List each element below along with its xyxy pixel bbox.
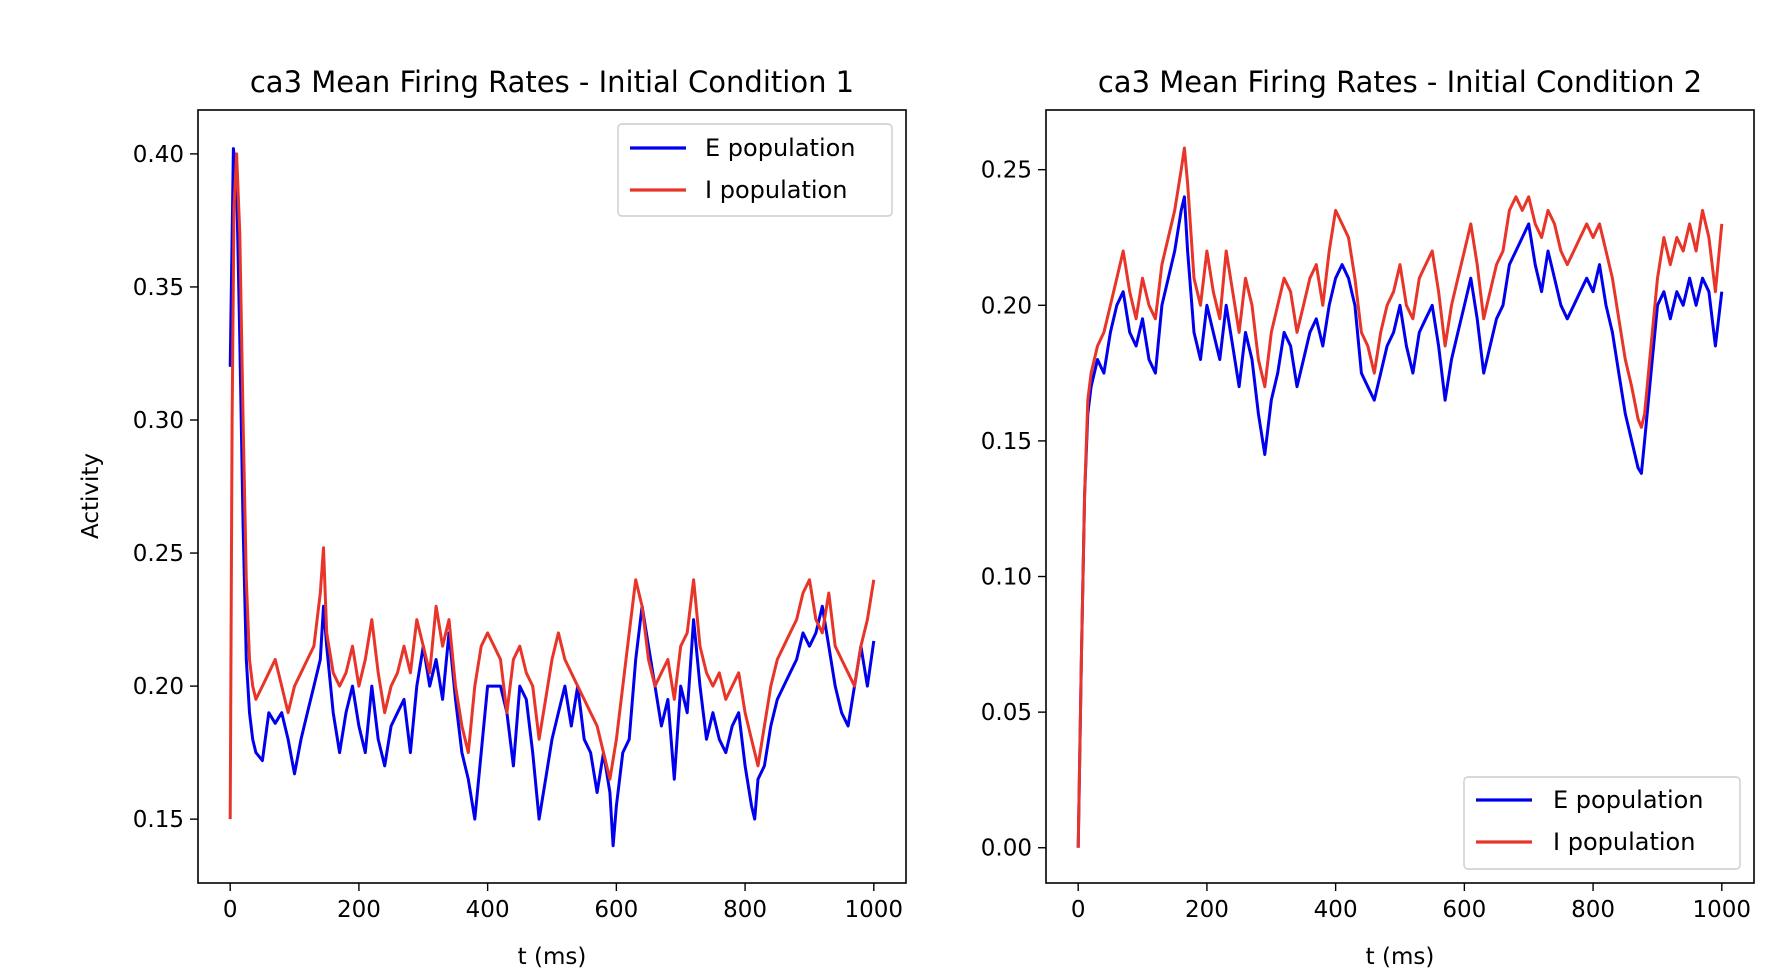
chart-2-ytick-label: 0.25 <box>981 158 1032 184</box>
chart-1-series-i-line <box>228 152 876 820</box>
chart-2-series-i-line <box>1076 146 1724 848</box>
chart-1-legend-i-label: I population <box>705 176 847 204</box>
chart-2-legend-e-label: E population <box>1553 786 1704 814</box>
chart-1-xtick-label: 0 <box>223 897 238 923</box>
chart-2-ytick-label: 0.05 <box>981 700 1032 726</box>
chart-2-xtick-label: 200 <box>1185 897 1229 923</box>
chart-1-plot-area <box>197 109 907 884</box>
chart-2-legend-i-label: I population <box>1553 828 1695 856</box>
chart-1-ytick-label: 0.30 <box>133 408 184 434</box>
chart-2-series-e-line <box>1076 195 1724 848</box>
chart-2-ytick-label: 0.00 <box>981 836 1032 862</box>
chart-1-legend-box <box>617 123 893 217</box>
chart-1-xtick-label: 800 <box>723 897 767 923</box>
chart-2-xtick-label: 800 <box>1571 897 1615 923</box>
chart-1-legend: E population I population <box>617 123 893 217</box>
chart-1-series-e-line <box>228 147 876 848</box>
chart-1-ytick-label: 0.15 <box>133 807 184 833</box>
chart-2-plot-area <box>1045 109 1755 884</box>
chart-2-legend-box <box>1463 776 1741 870</box>
chart-1-xtick-label: 400 <box>466 897 510 923</box>
chart-2-ytick-label: 0.20 <box>981 293 1032 319</box>
chart-2-ytick-label: 0.10 <box>981 565 1032 591</box>
chart-1-xtick-label: 600 <box>594 897 638 923</box>
chart-2-series-group <box>1076 146 1724 848</box>
chart-2-xtick-label: 0 <box>1071 897 1086 923</box>
chart-1-title: ca3 Mean Firing Rates - Initial Conditio… <box>250 65 854 99</box>
chart-2-xtick-label: 400 <box>1314 897 1358 923</box>
chart-2-ticks: 0 200 400 600 800 1000 0.00 0.05 0.10 0.15 0.20 0.2… <box>981 158 1751 923</box>
chart-2-ytick-label: 0.15 <box>981 429 1032 455</box>
chart-1-xtick-label: 1000 <box>845 897 904 923</box>
chart-1-ticks: 0 200 400 600 800 1000 0.15 0.20 0.25 0.30 0.35 0.4… <box>133 142 903 923</box>
chart-1-ytick-label: 0.35 <box>133 275 184 301</box>
chart-1-legend-e-label: E population <box>705 134 856 162</box>
chart-2-xtick-label: 1000 <box>1693 897 1752 923</box>
chart-2-legend: E population I population <box>1463 776 1741 870</box>
chart-1-series-group <box>228 147 876 848</box>
chart-1-ytick-label: 0.40 <box>133 142 184 168</box>
chart-2-xtick-label: 600 <box>1442 897 1486 923</box>
chart-initial-condition-2: ca3 Mean Firing Rates - Initial Conditio… <box>981 65 1755 970</box>
chart-initial-condition-1: ca3 Mean Firing Rates - Initial Conditio… <box>78 65 907 970</box>
chart-2-title: ca3 Mean Firing Rates - Initial Conditio… <box>1098 65 1702 99</box>
chart-1-xlabel: t (ms) <box>518 944 587 970</box>
chart-1-ytick-label: 0.25 <box>133 541 184 567</box>
chart-2-xlabel: t (ms) <box>1366 944 1435 970</box>
chart-1-xtick-label: 200 <box>337 897 381 923</box>
chart-1-ylabel: Activity <box>78 453 104 539</box>
chart-1-ytick-label: 0.20 <box>133 674 184 700</box>
